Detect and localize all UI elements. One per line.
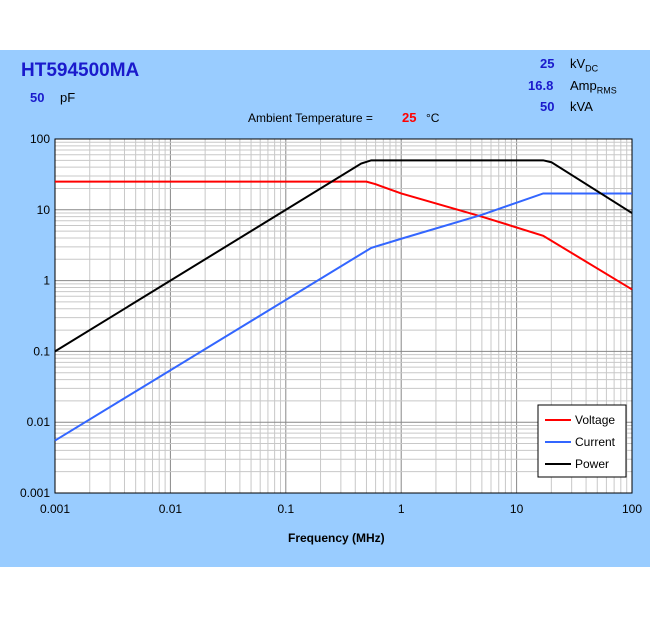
legend-label-power: Power — [575, 457, 609, 471]
plot-area — [55, 139, 632, 493]
ambient-label: Ambient Temperature = — [248, 111, 373, 125]
x-tick-label: 0.001 — [40, 502, 70, 516]
rating-voltage-value: 25 — [540, 56, 555, 71]
x-tick-label: 100 — [622, 502, 642, 516]
series-line-current — [54, 192, 632, 442]
rating-power-unit: kVA — [570, 99, 593, 114]
y-tick-label: 0.1 — [33, 344, 50, 358]
capacitance-value: 50 — [30, 90, 45, 105]
series-line-voltage — [55, 180, 633, 291]
model-title: HT594500MA — [21, 60, 140, 81]
plot-border — [54, 138, 633, 494]
ambient-unit: °C — [426, 111, 440, 125]
rating-voltage-unit: kVDC — [570, 56, 599, 74]
y-tick-label: 100 — [30, 132, 50, 146]
rating-current-value: 16.8 — [528, 78, 554, 93]
legend-label-current: Current — [575, 435, 616, 449]
rating-current-unit: AmpRMS — [570, 78, 617, 96]
y-tick-label: 1 — [43, 274, 50, 288]
y-tick-label: 0.001 — [20, 486, 50, 500]
x-tick-label: 10 — [510, 502, 524, 516]
x-tick-label: 0.1 — [277, 502, 294, 516]
capacitance-unit: pF — [60, 90, 76, 105]
legend-label-voltage: Voltage — [575, 413, 615, 427]
y-tick-label: 10 — [37, 203, 51, 217]
ambient-value: 25 — [402, 110, 417, 125]
x-tick-label: 0.01 — [159, 502, 183, 516]
x-axis-label: Frequency (MHz) — [288, 531, 385, 545]
rating-power-value: 50 — [540, 99, 555, 114]
y-tick-label: 0.01 — [27, 415, 51, 429]
x-tick-label: 1 — [398, 502, 405, 516]
series-line-power — [54, 159, 633, 353]
